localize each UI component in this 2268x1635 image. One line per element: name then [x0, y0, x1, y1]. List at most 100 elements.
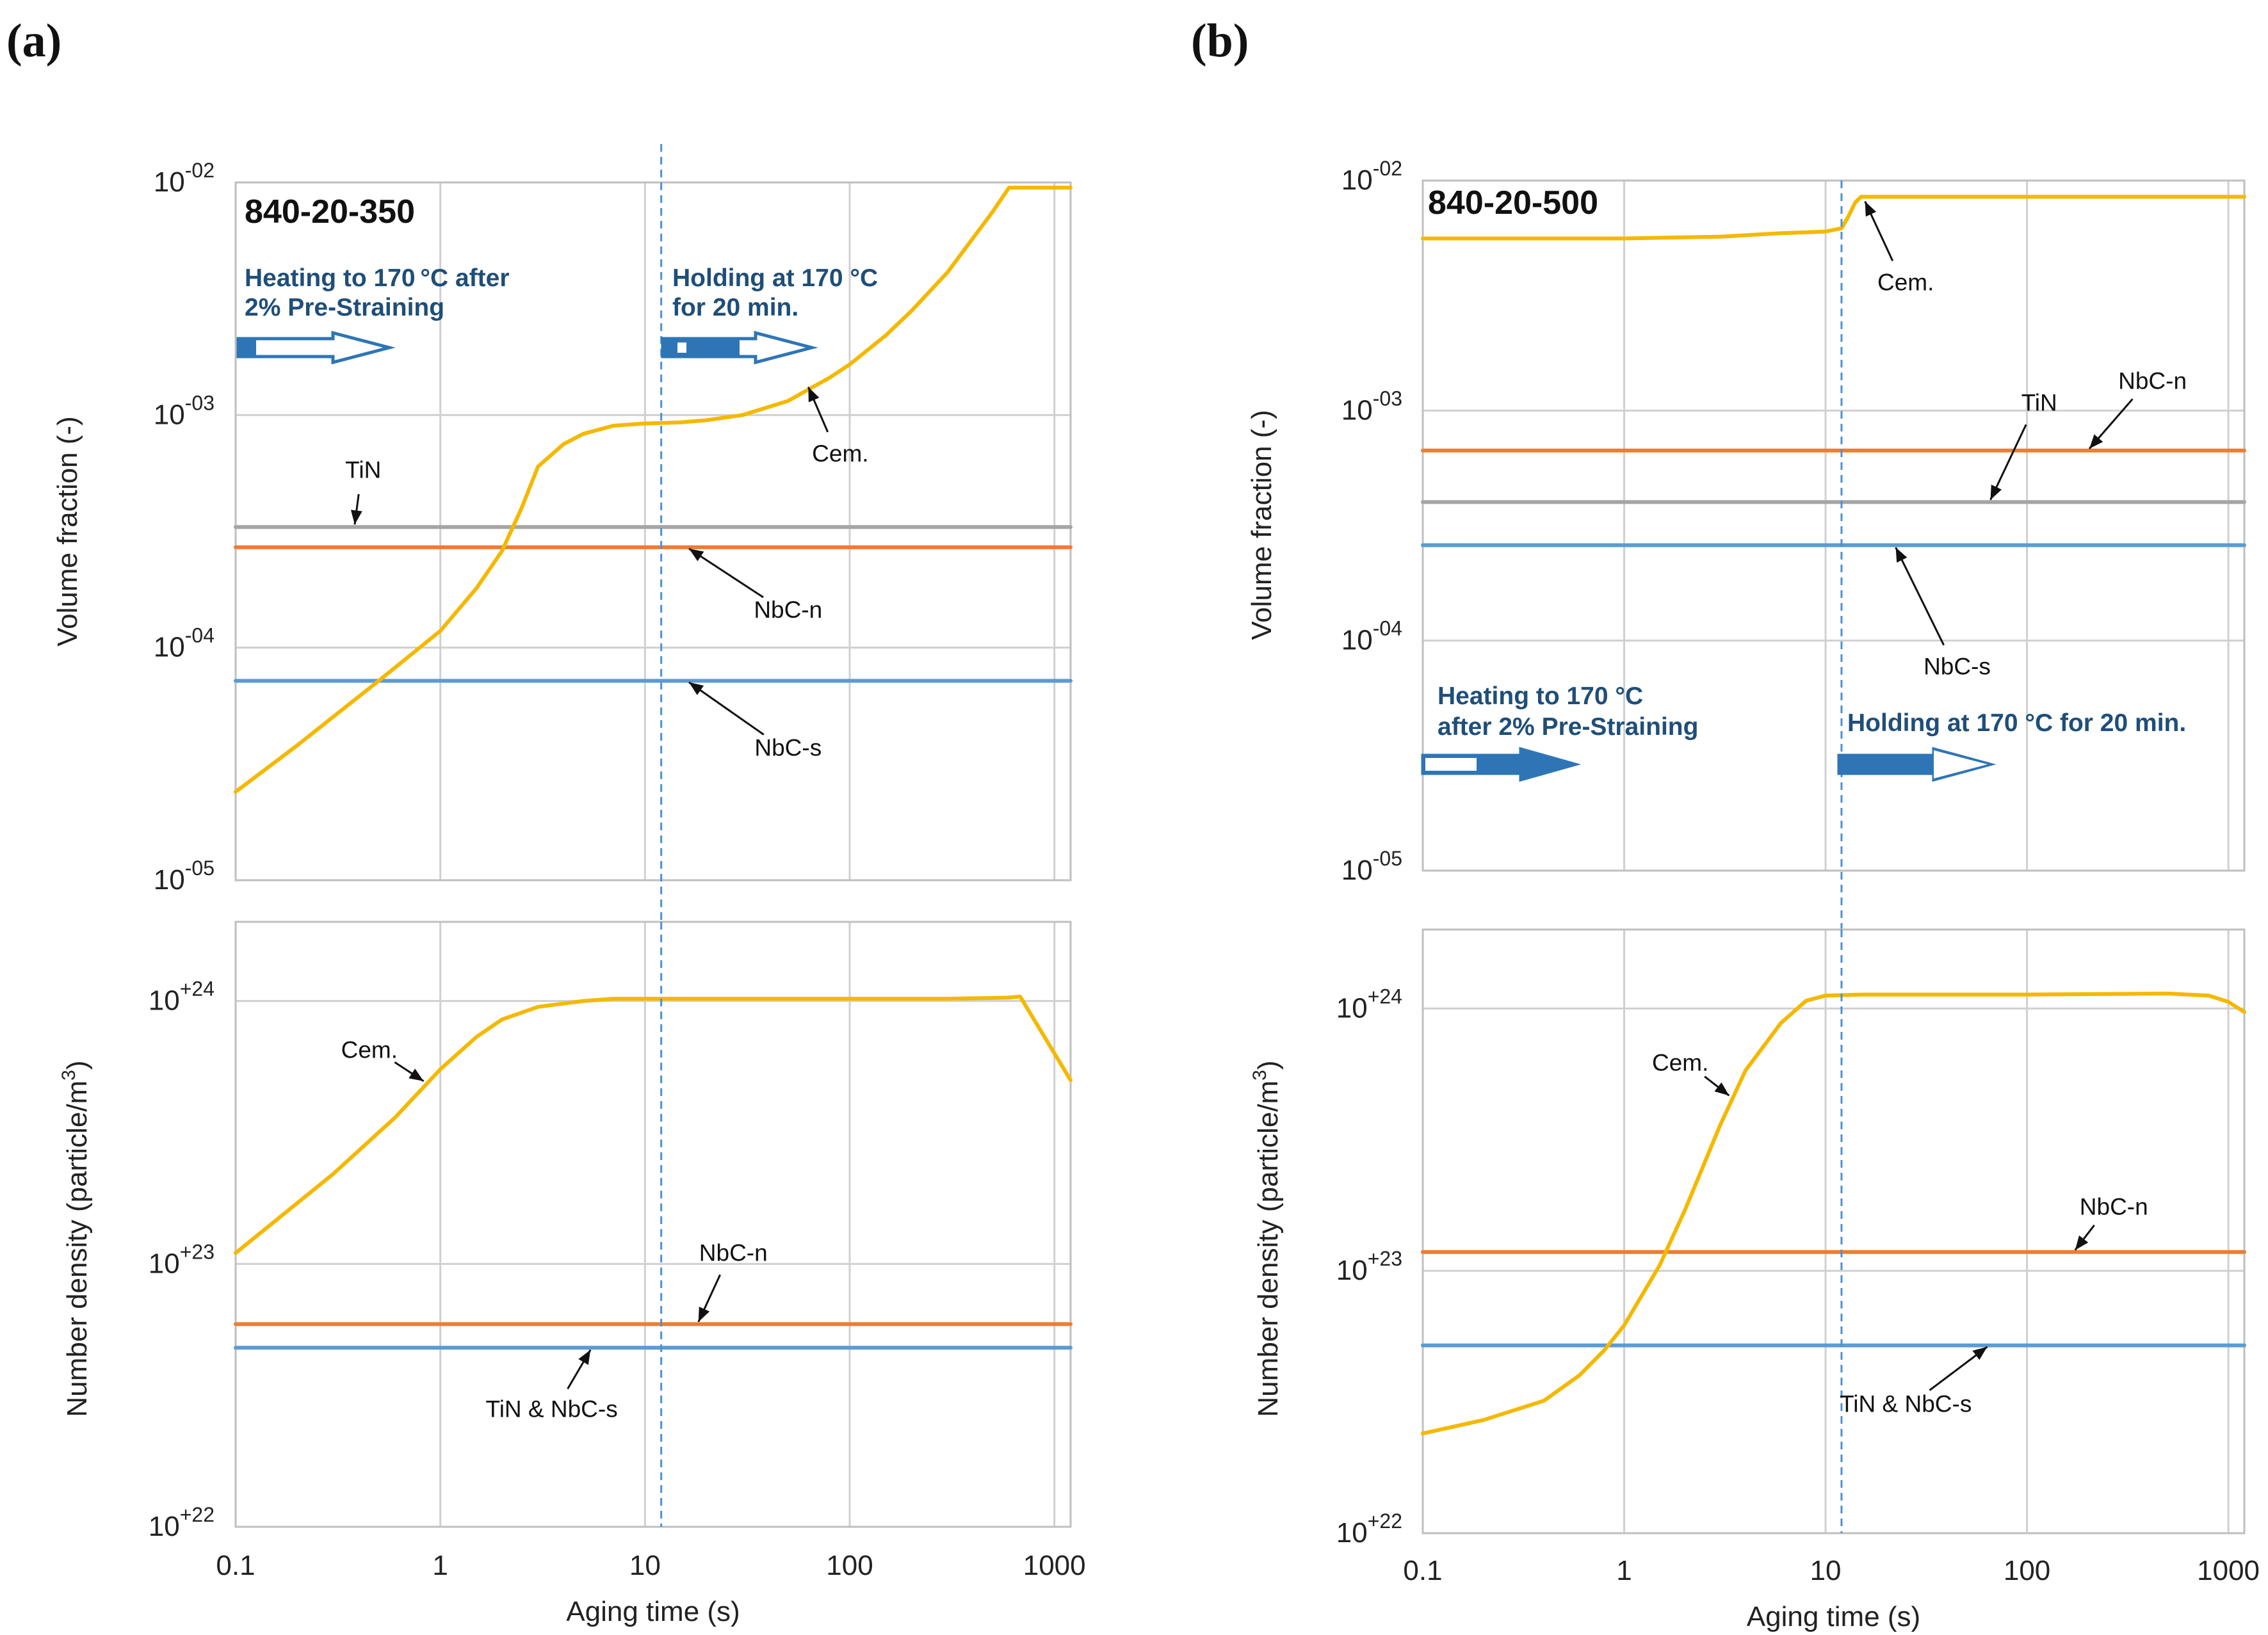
panel-a-label: (a)	[6, 15, 61, 67]
chart2-y-tick-exponent: +23	[180, 1240, 215, 1263]
panel-a-heating-line-2: 2% Pre-Straining	[245, 294, 444, 321]
chart4-x-tick-label: 10	[1810, 1555, 1842, 1586]
chart1-y-tick-label: 10-02	[154, 159, 215, 198]
panel-a-holding-line-2: for 20 min.	[672, 294, 798, 321]
chart4-y-tick-exponent: +24	[1368, 985, 1402, 1008]
chart1-y-tick-label: 10-03	[154, 391, 215, 430]
panel-a-holding-arrow-icon	[661, 330, 818, 365]
chart2-x-axis-title: Aging time (s)	[566, 1596, 740, 1627]
chart1-annotation-pointer	[688, 547, 764, 599]
chart4-x-tick-label: 1	[1616, 1555, 1632, 1586]
chart1-frame	[234, 181, 1072, 882]
chart3-y-tick-exponent: -02	[1373, 157, 1402, 180]
chart1-y-tick-exponent: -03	[185, 391, 215, 414]
chart4-y-axis-title-sup: 3	[1249, 1070, 1270, 1081]
chart2-y-tick-exponent: +24	[180, 978, 215, 1001]
chart3-frame	[1422, 179, 2246, 872]
chart1-y-tick-exponent: -05	[185, 857, 215, 880]
chart3-y-tick-label: 10-04	[1341, 617, 1402, 656]
chart2-frame	[234, 921, 1072, 1528]
chart1-annotation-pointer	[688, 681, 765, 736]
chart2-annotation-arrowhead	[409, 1068, 424, 1081]
chart3-y-axis-title: Volume fraction (-)	[1246, 410, 1277, 640]
chart2-y-axis-title-sup: 3	[58, 1070, 79, 1081]
chart2-y-tick-label: 10+22	[149, 1503, 215, 1542]
chart3-y-tick-label: 10-05	[1341, 847, 1402, 886]
chart1-y-tick-label: 10-05	[154, 857, 215, 896]
panel-b-heating-line-2: after 2% Pre-Straining	[1438, 713, 1698, 741]
chart3-y-tick-exponent: -03	[1373, 387, 1402, 410]
chart4-y-axis-title-end: )	[1252, 1060, 1284, 1070]
chart2-annotation-nbc-n: NbC-n	[699, 1239, 768, 1266]
chart4-series-cem	[1421, 992, 2246, 1436]
chart3-annotation-cem: Cem.	[1877, 269, 1934, 295]
chart2-x-tick-label: 0.1	[216, 1550, 255, 1581]
chart3-annotation-arrowhead	[1895, 547, 1908, 563]
chart3-annotation-arrowhead	[1865, 201, 1877, 217]
panel-b-top-plot: 10-05 10-04 10-03 10-02 Volume fraction (-) C…	[1246, 157, 2246, 930]
chart2-y-tick-label: 10+23	[149, 1240, 215, 1279]
chart1-y-tick-exponent: -04	[185, 624, 215, 647]
chart2-x-tick-label: 10	[629, 1550, 661, 1581]
chart2-y-tick-exponent: +22	[180, 1503, 215, 1526]
chart4-x-tick-label: 0.1	[1403, 1555, 1442, 1586]
chart1-y-axis-title: Volume fraction (-)	[52, 416, 83, 646]
chart4-y-tick-exponent: +23	[1368, 1247, 1402, 1270]
panel-a-holding-line-1: Holding at 170 °C	[672, 264, 878, 292]
panel-b-sample-label: 840-20-500	[1428, 184, 1598, 221]
chart4-x-tick-label: 100	[2004, 1555, 2050, 1586]
panel-b-holding-arrow-icon	[1837, 746, 1997, 782]
chart4-annotation-tin-nbc-s: TiN & NbC-s	[1840, 1391, 1972, 1417]
chart4-x-tick-label: 1000	[2197, 1555, 2260, 1586]
chart4-y-tick-label: 10+22	[1336, 1510, 1402, 1549]
chart2-annotation-tin-nbc-s: TiN & NbC-s	[485, 1396, 617, 1422]
chart4-annotation-arrowhead	[2075, 1235, 2089, 1250]
chart4-y-tick-label: 10+24	[1336, 985, 1402, 1024]
chart1-annotation-arrowhead	[350, 510, 362, 525]
chart1-y-tick-exponent: -02	[185, 159, 215, 182]
chart2-y-tick-label: 10+24	[149, 978, 215, 1017]
panel-a-heating-line-1: Heating to 170 °C after	[245, 264, 510, 292]
panel-a-top-plot: 10-05 10-04 10-03 10-02 Volume fraction (-) T…	[52, 144, 1073, 922]
chart1-annotation-nbc-n: NbC-n	[754, 597, 822, 623]
panel-a-bottom-plot: 10+22 10+23 10+24 0.1 1 10 100 1000 Aging time (…	[58, 921, 1086, 1627]
chart4-x-axis-title: Aging time (s)	[1747, 1601, 1920, 1632]
chart3-annotation-arrowhead	[1990, 485, 2002, 500]
chart1-annotation-cem: Cem.	[812, 440, 868, 467]
chart1-annotation-arrowhead	[688, 682, 704, 695]
chart4-y-tick-label: 10+23	[1336, 1247, 1402, 1286]
chart1-annotation-nbc-s: NbC-s	[754, 735, 822, 761]
chart4-frame	[1422, 928, 2246, 1534]
chart4-annotation-arrowhead	[1714, 1082, 1729, 1096]
chart4-y-axis-title: Number density (particle/m3)	[1249, 1060, 1284, 1417]
panel-b-heating-line-1: Heating to 170 °C	[1438, 682, 1643, 710]
chart3-annotation-nbc-s: NbC-s	[1924, 653, 1991, 679]
chart2-x-tick-label: 100	[826, 1550, 873, 1581]
panel-b-heating-arrow-icon	[1421, 746, 1582, 782]
chart3-y-tick-label: 10-02	[1341, 157, 1402, 196]
chart4-annotation-cem: Cem.	[1652, 1049, 1708, 1075]
chart4-annotation-arrowhead	[1972, 1346, 1988, 1360]
chart3-annotation-arrowhead	[2089, 434, 2103, 449]
chart3-series-cem	[1421, 195, 2246, 241]
chart2-annotation-cem: Cem.	[341, 1036, 398, 1063]
chart4-y-tick-exponent: +22	[1368, 1510, 1402, 1533]
chart3-annotation-nbc-n: NbC-n	[2118, 368, 2187, 394]
chart1-annotation-arrowhead	[808, 387, 820, 403]
chart2-series-cem	[234, 994, 1073, 1255]
chart1-annotation-arrowhead	[688, 549, 704, 561]
chart2-annotation-arrowhead	[698, 1307, 710, 1322]
chart3-y-tick-exponent: -04	[1373, 617, 1402, 640]
chart2-x-tick-label: 1	[432, 1550, 448, 1581]
panel-a-sample-label: 840-20-350	[245, 193, 415, 230]
panel-b-label: (b)	[1191, 15, 1249, 67]
panel-b-holding-line-1: Holding at 170 °C for 20 min.	[1847, 709, 2186, 737]
chart3-y-tick-exponent: -05	[1373, 847, 1402, 870]
chart4-annotation-nbc-n: NbC-n	[2080, 1194, 2148, 1220]
chart2-y-axis-title-end: )	[61, 1060, 93, 1070]
chart3-annotation-tin: TiN	[2021, 389, 2057, 415]
chart3-y-tick-label: 10-03	[1341, 387, 1402, 426]
chart2-annotation-arrowhead	[578, 1349, 591, 1365]
chart2-y-axis-title: Number density (particle/m3)	[58, 1060, 93, 1417]
